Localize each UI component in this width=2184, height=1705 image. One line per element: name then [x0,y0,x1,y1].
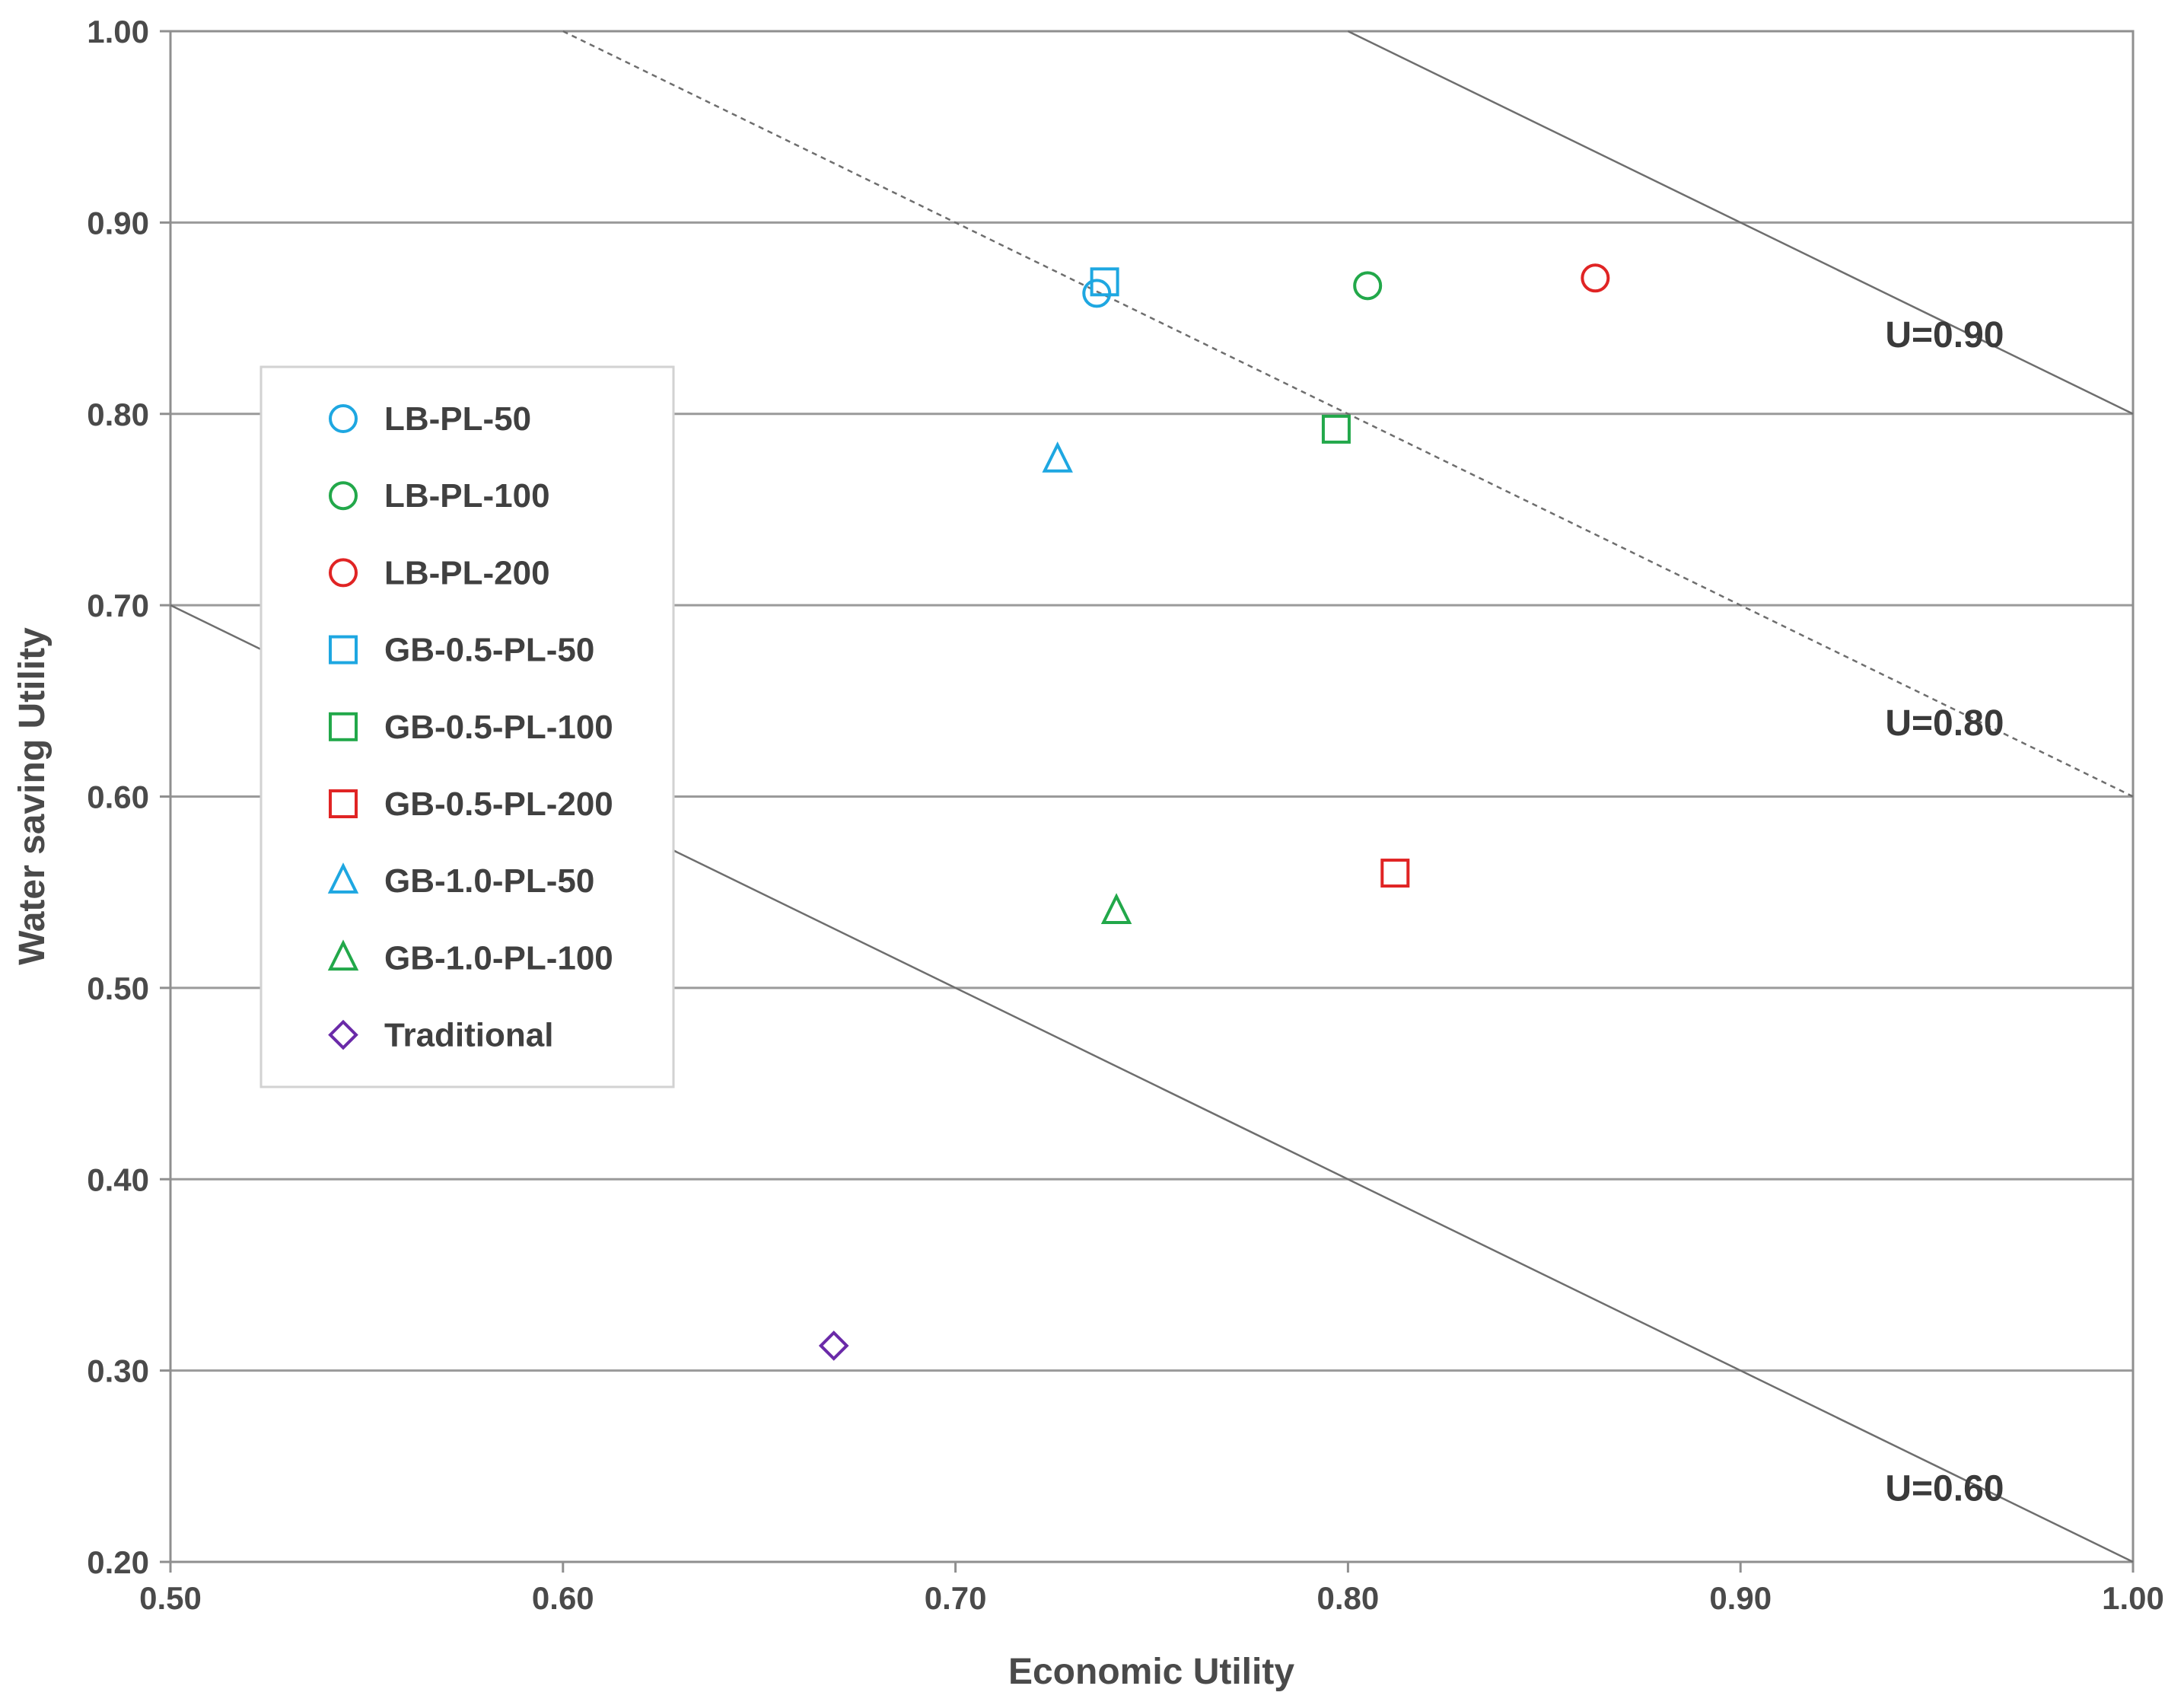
legend-item: GB-0.5-PL-200 [329,786,613,823]
legend-item: GB-0.5-PL-50 [329,632,594,669]
legend-item: GB-1.0-PL-50 [327,862,594,900]
point-lb-pl-100 [1353,271,1383,301]
point-gb-1-0-pl-50 [1042,441,1073,473]
legend-marker-circle [329,481,358,511]
legend-item: LB-PL-50 [329,400,531,438]
legend-marker-square [329,789,358,818]
x-tick-label: 0.80 [1317,1580,1380,1616]
legend-label: GB-1.0-PL-50 [384,862,594,900]
y-axis-ticks: 0.20 0.30 0.40 0.50 0.60 0.70 0.80 0.90 1.00 [87,14,170,1580]
legend-label: GB-1.0-PL-100 [384,939,613,977]
legend-marker-triangle [327,939,359,971]
legend-label: LB-PL-50 [384,400,531,438]
y-tick-label: 0.80 [87,397,149,432]
legend-label: GB-0.5-PL-50 [384,632,594,669]
y-tick-label: 0.20 [87,1544,149,1580]
point-gb-0-5-pl-100 [1321,414,1351,444]
legend-marker-triangle [327,862,359,894]
x-tick-label: 0.60 [532,1580,594,1616]
point-gb-0-5-pl-50 [1090,267,1119,297]
x-tick-label: 0.90 [1709,1580,1772,1616]
point-traditional [818,1331,849,1361]
y-tick-label: 1.00 [87,14,149,49]
legend-label: LB-PL-200 [384,554,550,591]
legend: LB-PL-50 LB-PL-100 LB-PL-200 GB-0.5-PL-50 GB… [259,365,675,1088]
legend-item: LB-PL-100 [329,477,550,515]
legend-label: GB-0.5-PL-100 [384,709,613,746]
point-gb-1-0-pl-100 [1100,893,1132,924]
legend-label: Traditional [384,1017,553,1054]
point-lb-pl-200 [1581,263,1610,293]
legend-item: GB-0.5-PL-100 [329,709,613,746]
y-axis-label: Water saving Utility [12,627,53,965]
x-axis-ticks: 0.50 0.60 0.70 0.80 0.90 1.00 [139,1562,2164,1616]
x-axis-label: Economic Utility [1008,1652,1294,1692]
legend-marker-circle [329,404,358,433]
y-tick-label: 0.50 [87,970,149,1006]
iso-line-U-0-90 [1347,30,2134,415]
legend-item: LB-PL-200 [329,554,550,591]
legend-marker-square [329,712,358,741]
legend-marker-circle [329,558,358,588]
data-points [818,263,1610,1361]
iso-line-label: U=0.80 [1885,703,2004,744]
legend-label: LB-PL-100 [384,477,550,515]
legend-marker-square [329,635,358,664]
legend-item: GB-1.0-PL-100 [327,939,613,977]
legend-label: GB-0.5-PL-200 [384,786,613,823]
x-tick-label: 0.70 [925,1580,987,1616]
iso-line-U-0-80 [562,30,2134,798]
legend-marker-diamond [328,1019,358,1050]
y-tick-label: 0.70 [87,588,149,623]
x-tick-label: 1.00 [2102,1580,2164,1616]
iso-line-label: U=0.90 [1885,315,2004,355]
y-tick-label: 0.40 [87,1162,149,1197]
legend-item: Traditional [328,1017,553,1054]
iso-line-label: U=0.60 [1885,1469,2004,1509]
y-tick-label: 0.60 [87,779,149,815]
y-tick-label: 0.30 [87,1353,149,1389]
x-tick-label: 0.50 [139,1580,202,1616]
point-gb-0-5-pl-200 [1380,859,1410,888]
y-tick-label: 0.90 [87,205,149,241]
